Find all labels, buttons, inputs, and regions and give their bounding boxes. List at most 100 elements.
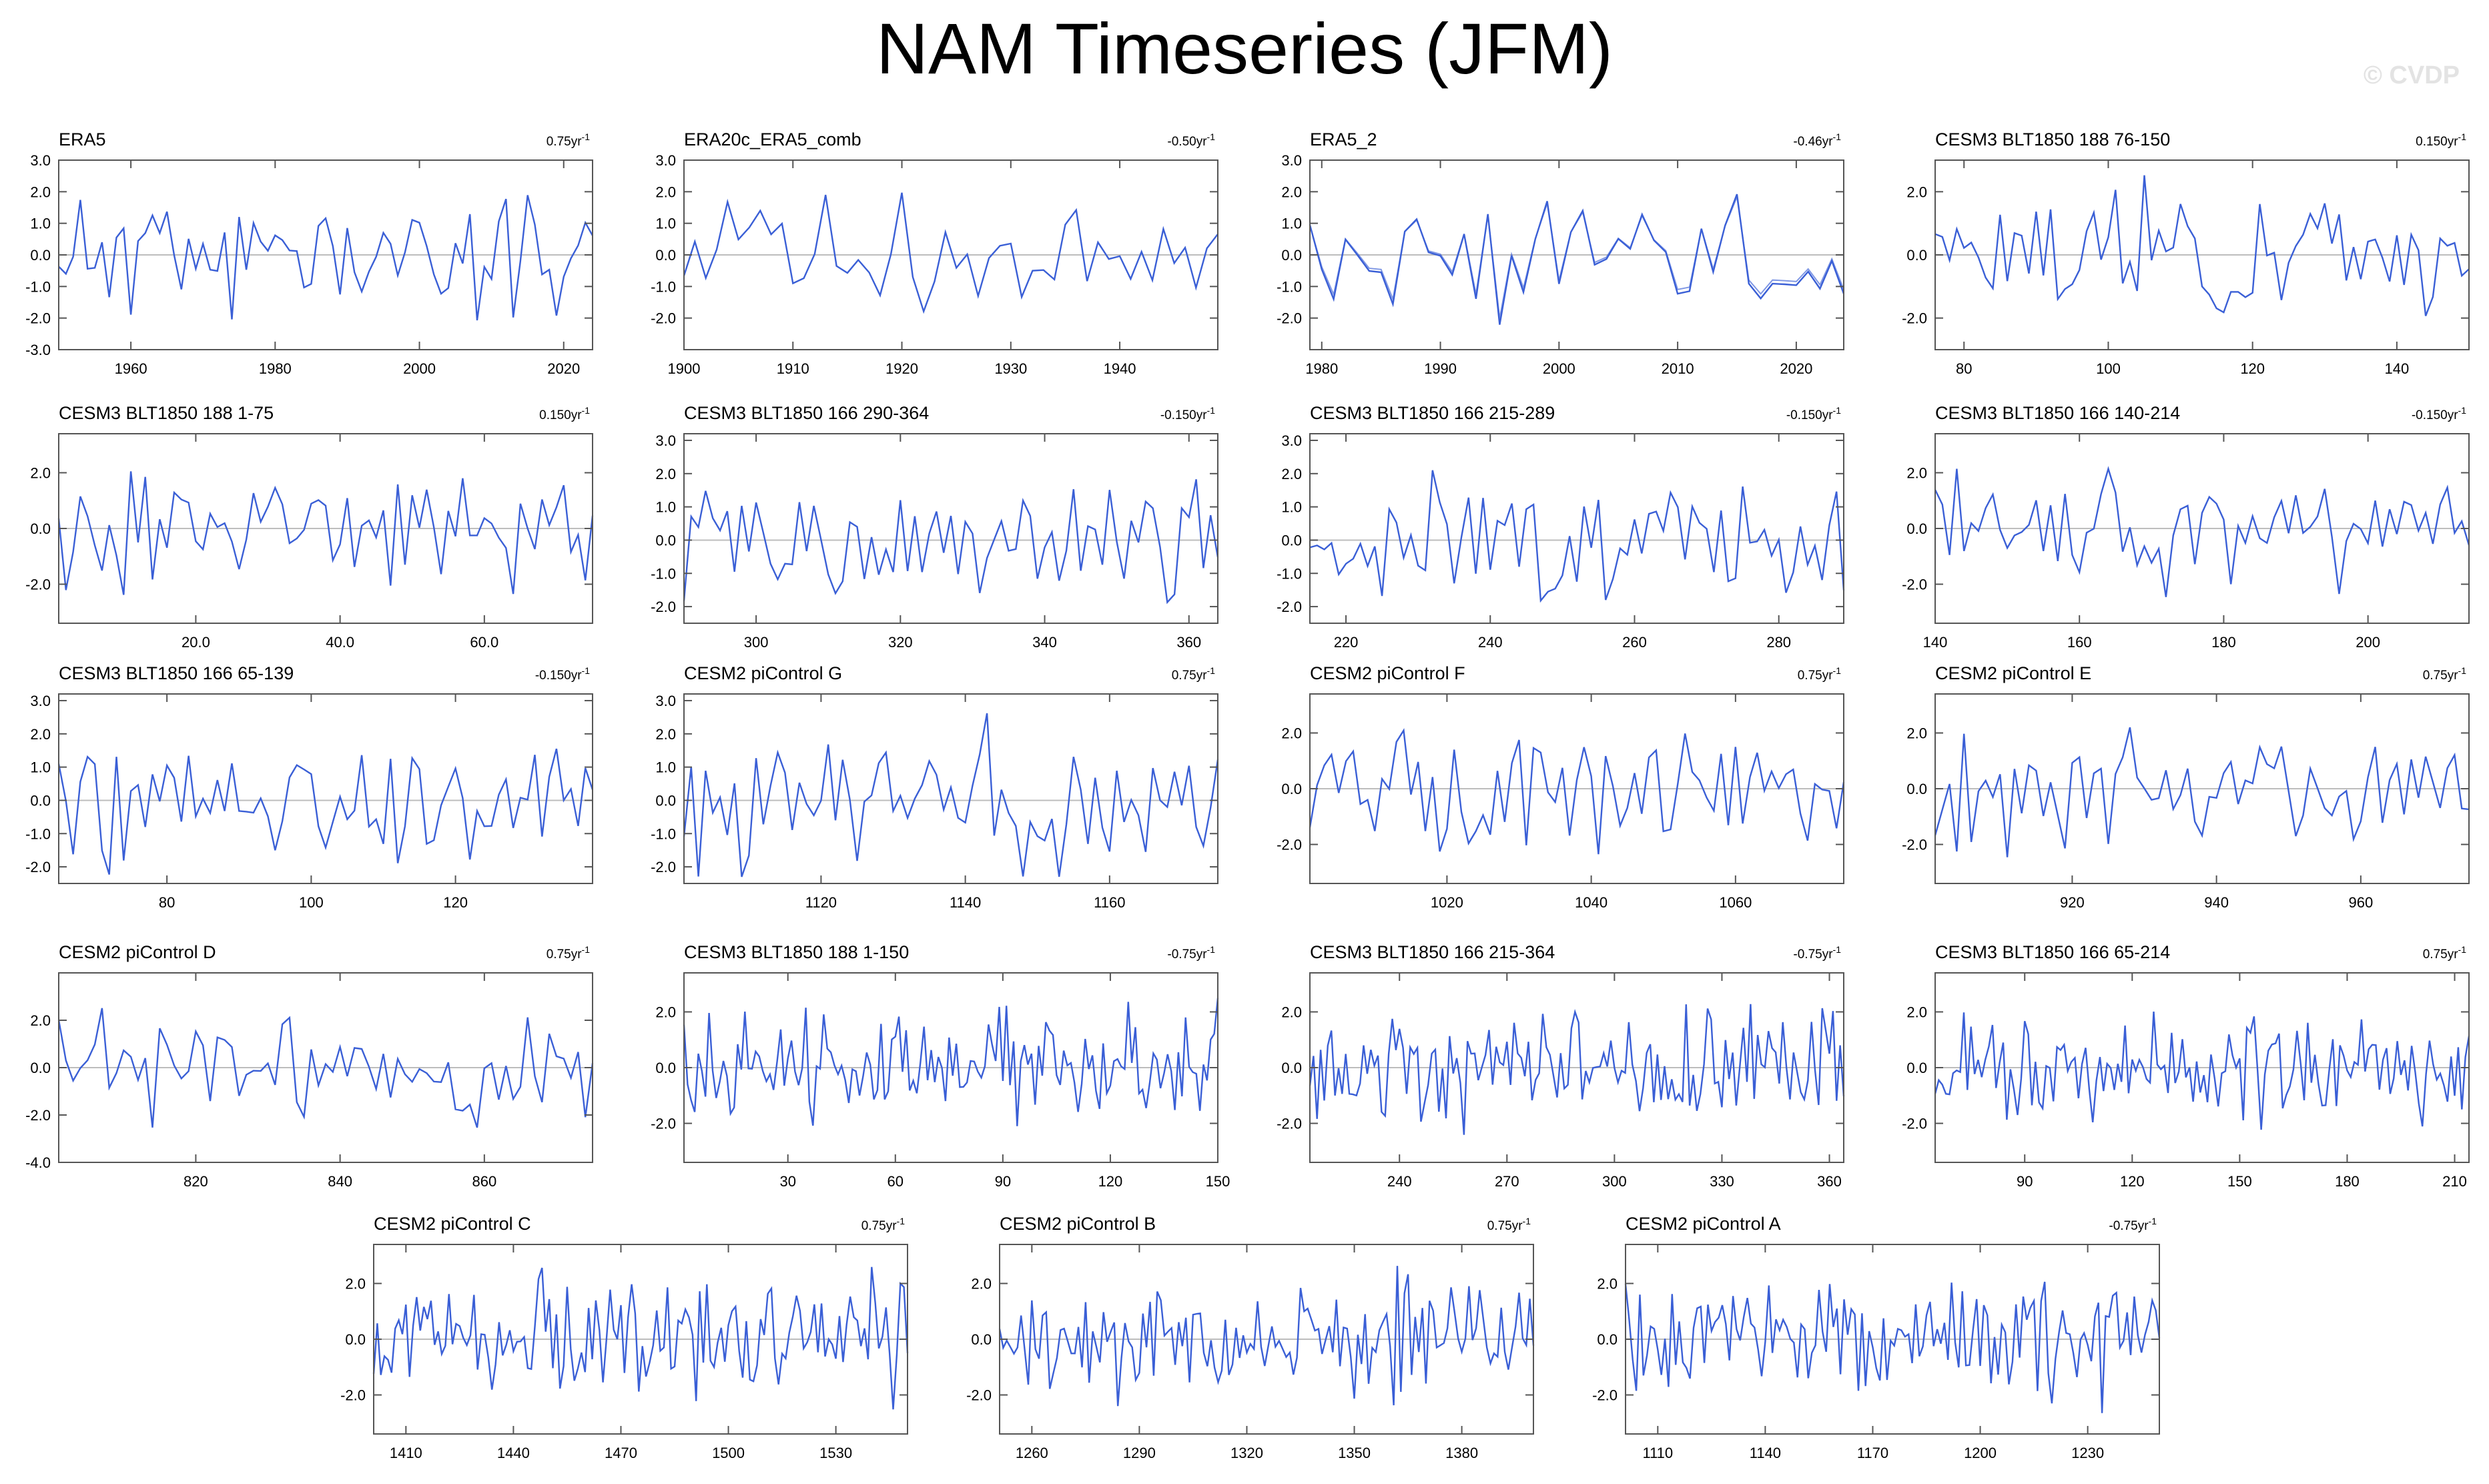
x-tick-label: 180 <box>2211 634 2236 651</box>
y-tick-label: 0.0 <box>1906 520 1927 537</box>
trend-label: 0.75yr-1 <box>1172 665 1215 683</box>
y-tick-label: 0.0 <box>655 532 676 548</box>
y-tick-label: 3.0 <box>1281 152 1302 169</box>
x-tick-label: 1320 <box>1230 1445 1263 1461</box>
y-tick-label: 0.0 <box>1281 247 1302 264</box>
panel: CESM3 BLT1850 166 290-364 -0.150yr-1 3.0 2.… <box>651 403 1219 651</box>
x-tick-label: 150 <box>1206 1173 1230 1190</box>
x-tick-label: 300 <box>744 634 769 651</box>
x-tick-label: 100 <box>2096 360 2121 377</box>
series-line <box>683 479 1219 605</box>
y-tick-label: 0.0 <box>1281 781 1302 797</box>
y-tick-label: 2.0 <box>1281 466 1302 482</box>
x-tick-label: 260 <box>1622 634 1647 651</box>
y-tick-label: -2.0 <box>25 1107 51 1124</box>
panel: CESM3 BLT1850 188 1-75 0.150yr-1 2.0 0.0 -2.… <box>25 403 594 651</box>
series-line-secondary <box>1309 194 1844 319</box>
y-tick-label: 2.0 <box>345 1275 366 1292</box>
y-tick-label: -2.0 <box>25 577 51 593</box>
y-tick-label: 2.0 <box>1597 1275 1618 1292</box>
y-tick-label: -2.0 <box>1592 1387 1618 1404</box>
series-line <box>1934 1012 2470 1130</box>
trend-label: -0.75yr-1 <box>1793 944 1841 962</box>
x-tick-label: 360 <box>1176 634 1201 651</box>
x-tick-label: 1900 <box>668 360 701 377</box>
series-line <box>683 192 1218 314</box>
y-tick-label: 0.0 <box>1281 532 1302 548</box>
panel: CESM3 BLT1850 166 215-289 -0.150yr-1 3.0 2.… <box>1277 403 1845 651</box>
y-tick-label: 0.0 <box>30 247 51 264</box>
trend-label: 0.75yr-1 <box>1487 1216 1531 1233</box>
trend-label: -0.50yr-1 <box>1167 131 1215 149</box>
page-title: NAM Timeseries (JFM) <box>876 8 1613 89</box>
x-tick-label: 1940 <box>1104 360 1136 377</box>
x-tick-label: 1230 <box>2071 1445 2104 1461</box>
x-tick-label: 30 <box>779 1173 795 1190</box>
x-tick-label: 280 <box>1766 634 1791 651</box>
series-line <box>57 471 594 595</box>
series-line <box>1934 466 2470 597</box>
x-tick-label: 150 <box>2227 1173 2252 1190</box>
y-tick-label: 3.0 <box>655 152 676 169</box>
y-tick-label: -1.0 <box>1277 565 1302 582</box>
panel-title: ERA20c_ERA5_comb <box>684 129 861 149</box>
y-tick-label: -1.0 <box>25 278 51 295</box>
series-line <box>1309 470 1845 603</box>
series-line <box>1934 727 2470 857</box>
x-tick-label: 80 <box>159 894 175 911</box>
trend-label: 0.75yr-1 <box>547 944 590 962</box>
panel: ERA5 0.75yr-1 3.0 2.0 1.0 0.0 -1.0 -2.0 -3.0 1960… <box>25 129 594 377</box>
y-tick-label: -2.0 <box>340 1387 366 1404</box>
y-tick-label: -2.0 <box>651 310 676 327</box>
x-tick-label: 1020 <box>1431 894 1463 911</box>
x-tick-label: 920 <box>2060 894 2085 911</box>
y-tick-label: 2.0 <box>655 1004 676 1020</box>
y-tick-label: -2.0 <box>651 1116 676 1132</box>
y-tick-label: -2.0 <box>1277 837 1302 853</box>
y-tick-label: 2.0 <box>1906 183 1927 200</box>
panel: CESM3 BLT1850 166 65-139 -0.150yr-1 3.0 2.0… <box>25 663 594 911</box>
x-tick-label: 120 <box>2120 1173 2145 1190</box>
y-tick-label: -4.0 <box>25 1154 51 1171</box>
y-tick-label: 0.0 <box>655 792 676 809</box>
x-tick-label: 1470 <box>605 1445 637 1461</box>
trend-label: -0.46yr-1 <box>1793 131 1841 149</box>
series-line <box>1309 728 1845 855</box>
panel-title: CESM3 BLT1850 188 1-75 <box>59 403 274 423</box>
x-tick-label: 160 <box>2067 634 2092 651</box>
plot-frame <box>1309 433 1844 624</box>
series-line <box>1934 175 2470 316</box>
y-tick-label: 0.0 <box>1906 247 1927 264</box>
x-tick-label: 2000 <box>403 360 436 377</box>
x-tick-label: 1960 <box>115 360 147 377</box>
panel-title: CESM3 BLT1850 166 215-364 <box>1310 942 1555 962</box>
panel-title: CESM3 BLT1850 166 65-214 <box>1935 942 2170 962</box>
panel: CESM2 piControl B 0.75yr-1 2.0 0.0 -2.0 1260 1… <box>966 1214 1535 1461</box>
x-tick-label: 1060 <box>1719 894 1752 911</box>
y-tick-label: 2.0 <box>1906 725 1927 741</box>
series-line <box>57 1008 594 1128</box>
panel-title: CESM2 piControl E <box>1935 663 2091 683</box>
x-tick-label: 1920 <box>885 360 918 377</box>
trend-label: -0.75yr-1 <box>2109 1216 2157 1233</box>
x-tick-label: 80 <box>1956 360 1972 377</box>
panel: ERA5_2 -0.46yr-1 3.0 2.0 1.0 0.0 -1.0 -2.0 1980 1… <box>1277 129 1845 377</box>
y-tick-label: -1.0 <box>25 825 51 842</box>
y-tick-label: 0.0 <box>30 792 51 809</box>
x-tick-label: 60.0 <box>470 634 498 651</box>
x-tick-label: 1040 <box>1575 894 1608 911</box>
y-tick-label: -1.0 <box>1277 278 1302 295</box>
x-tick-label: 220 <box>1334 634 1359 651</box>
y-tick-label: 2.0 <box>971 1275 992 1292</box>
y-tick-label: 2.0 <box>1281 1004 1302 1020</box>
plot-frame <box>683 693 1218 884</box>
panel-title: CESM3 BLT1850 166 140-214 <box>1935 403 2180 423</box>
x-tick-label: 1980 <box>259 360 292 377</box>
trend-label: 0.150yr-1 <box>2416 131 2466 149</box>
x-tick-label: 820 <box>184 1173 208 1190</box>
x-tick-label: 860 <box>472 1173 496 1190</box>
y-tick-label: -2.0 <box>1902 310 1927 327</box>
y-tick-label: 1.0 <box>655 499 676 516</box>
x-tick-label: 1980 <box>1305 360 1338 377</box>
